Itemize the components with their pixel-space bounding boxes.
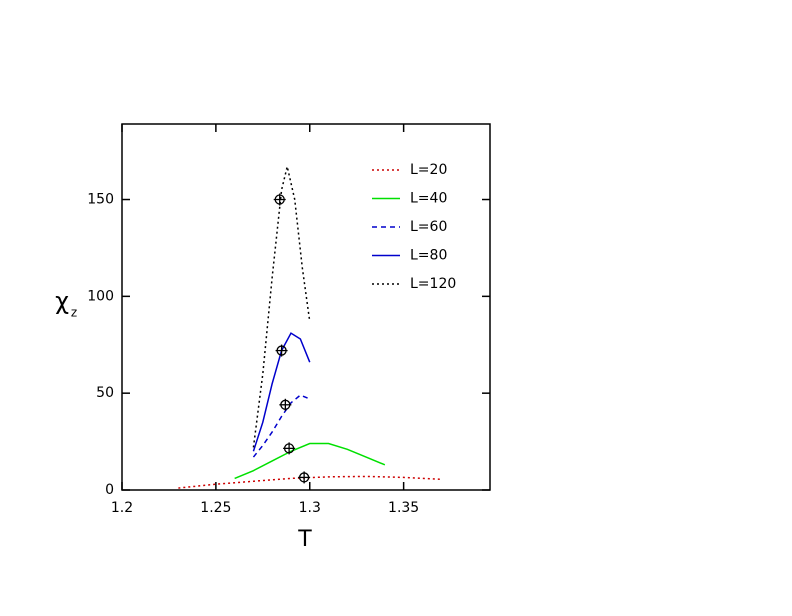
y-tick-label: 50 bbox=[96, 385, 114, 401]
legend-label: L=80 bbox=[410, 248, 447, 264]
marker bbox=[275, 344, 288, 357]
legend-label: L=40 bbox=[410, 191, 447, 207]
y-axis-label-subscript: z bbox=[71, 306, 77, 320]
x-tick-label: 1.25 bbox=[200, 500, 231, 516]
legend-label: L=60 bbox=[410, 219, 447, 235]
marker bbox=[283, 442, 296, 455]
y-tick-label: 100 bbox=[87, 288, 114, 304]
x-axis-label: T bbox=[297, 527, 312, 552]
legend-label: L=20 bbox=[410, 162, 447, 178]
y-axis-label: χ bbox=[55, 287, 69, 315]
plot-frame bbox=[121, 123, 491, 491]
marker bbox=[298, 471, 311, 484]
legend-label: L=120 bbox=[410, 276, 456, 292]
x-tick-label: 1.35 bbox=[388, 500, 419, 516]
y-tick-label: 0 bbox=[105, 482, 114, 498]
marker bbox=[279, 398, 292, 411]
series-line bbox=[252, 394, 311, 458]
x-tick-label: 1.2 bbox=[111, 500, 133, 516]
series-line bbox=[234, 442, 386, 480]
x-tick-label: 1.3 bbox=[299, 500, 321, 516]
y-tick-label: 150 bbox=[87, 192, 114, 208]
marker bbox=[273, 193, 286, 206]
series-line bbox=[252, 166, 311, 448]
